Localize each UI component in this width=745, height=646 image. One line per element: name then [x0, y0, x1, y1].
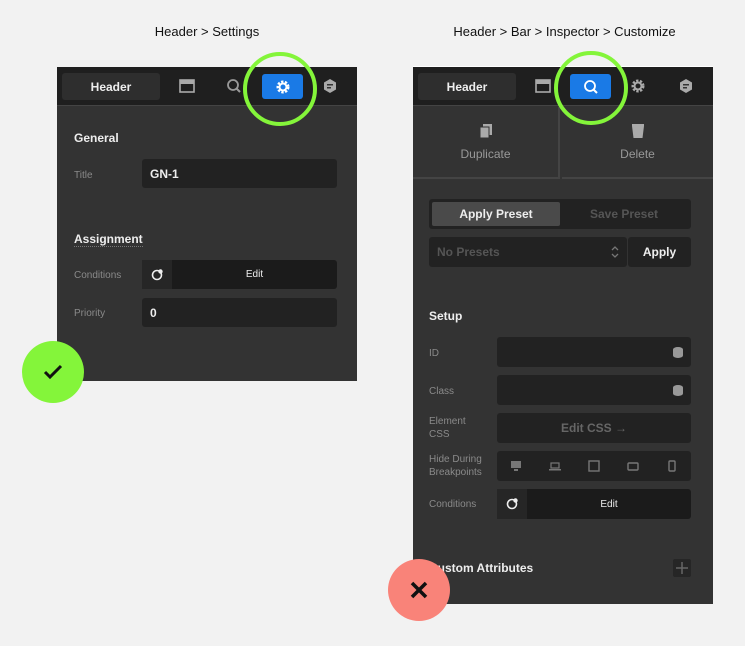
id-input[interactable]	[497, 337, 691, 367]
database-icon	[673, 346, 683, 358]
error-badge	[388, 559, 450, 621]
gear-icon[interactable]	[618, 73, 658, 99]
hexagon-icon[interactable]	[310, 73, 350, 99]
desktop-icon[interactable]	[510, 460, 522, 472]
add-attribute-button[interactable]	[673, 559, 691, 577]
duplicate-button[interactable]: Duplicate	[413, 107, 560, 179]
trash-icon	[631, 124, 644, 138]
layout-icon[interactable]	[523, 73, 563, 99]
plus-icon	[676, 562, 688, 574]
conditions-edit-button[interactable]: Edit	[600, 498, 618, 510]
chevron-up-down-icon	[611, 246, 619, 258]
right-caption: Header > Bar > Inspector > Customize	[453, 24, 676, 39]
success-badge	[22, 341, 84, 403]
custom-attributes-heading: Custom Attributes	[429, 561, 534, 575]
header-button[interactable]: Header	[418, 73, 516, 100]
database-icon	[673, 384, 683, 396]
assignment-heading: Assignment	[74, 232, 143, 247]
edit-css-button[interactable]: Edit CSS →	[497, 413, 691, 443]
id-label: ID	[429, 348, 439, 359]
general-heading: General	[74, 131, 119, 145]
delete-label: Delete	[620, 147, 655, 161]
priority-input[interactable]: 0	[142, 298, 337, 327]
left-caption: Header > Settings	[154, 24, 260, 39]
class-input[interactable]	[497, 375, 691, 405]
laptop-icon[interactable]	[549, 460, 562, 472]
conditions-field[interactable]: Edit	[142, 260, 337, 289]
cross-icon	[410, 581, 428, 599]
class-label: Class	[429, 386, 455, 397]
title-label: Title	[74, 170, 93, 181]
hide-breakpoints-label: Hide During Breakpoints	[429, 454, 482, 478]
duplicate-label: Duplicate	[460, 147, 511, 161]
header-button[interactable]: Header	[62, 73, 160, 100]
presets-select-value: No Presets	[437, 245, 500, 259]
search-icon[interactable]	[214, 73, 254, 99]
settings-panel: Header General Title GN-1 Assignment Con…	[57, 67, 357, 381]
conditions-icon[interactable]	[142, 260, 172, 289]
element-css-label: Element CSS	[429, 416, 466, 440]
conditions-label: Conditions	[74, 270, 122, 281]
layout-icon[interactable]	[167, 73, 207, 99]
tablet-icon[interactable]	[627, 460, 639, 472]
presets-select[interactable]: No Presets	[429, 237, 627, 267]
conditions-icon[interactable]	[497, 489, 527, 519]
conditions-label: Conditions	[429, 499, 477, 510]
highlight-ring	[243, 52, 317, 126]
priority-label: Priority	[74, 308, 106, 319]
mobile-icon[interactable]	[666, 460, 678, 472]
tab-apply-preset[interactable]: Apply Preset	[432, 202, 560, 226]
tab-save-preset[interactable]: Save Preset	[589, 207, 659, 221]
inspector-panel: Header Duplicate Delete Apply Preset Sav…	[413, 66, 713, 604]
preset-tabs: Apply Preset Save Preset	[429, 199, 691, 229]
title-input[interactable]: GN-1	[142, 159, 337, 188]
hexagon-icon[interactable]	[666, 73, 706, 99]
conditions-edit-button[interactable]: Edit	[245, 269, 264, 280]
apply-button[interactable]: Apply	[628, 237, 691, 267]
duplicate-icon	[479, 124, 492, 139]
highlight-ring	[554, 51, 628, 125]
delete-button[interactable]: Delete	[562, 107, 713, 179]
check-icon	[43, 364, 63, 380]
setup-heading: Setup	[429, 309, 463, 323]
breakpoints-group	[497, 451, 691, 481]
conditions-field[interactable]: Edit	[497, 489, 691, 519]
tablet-landscape-icon[interactable]	[588, 460, 600, 472]
